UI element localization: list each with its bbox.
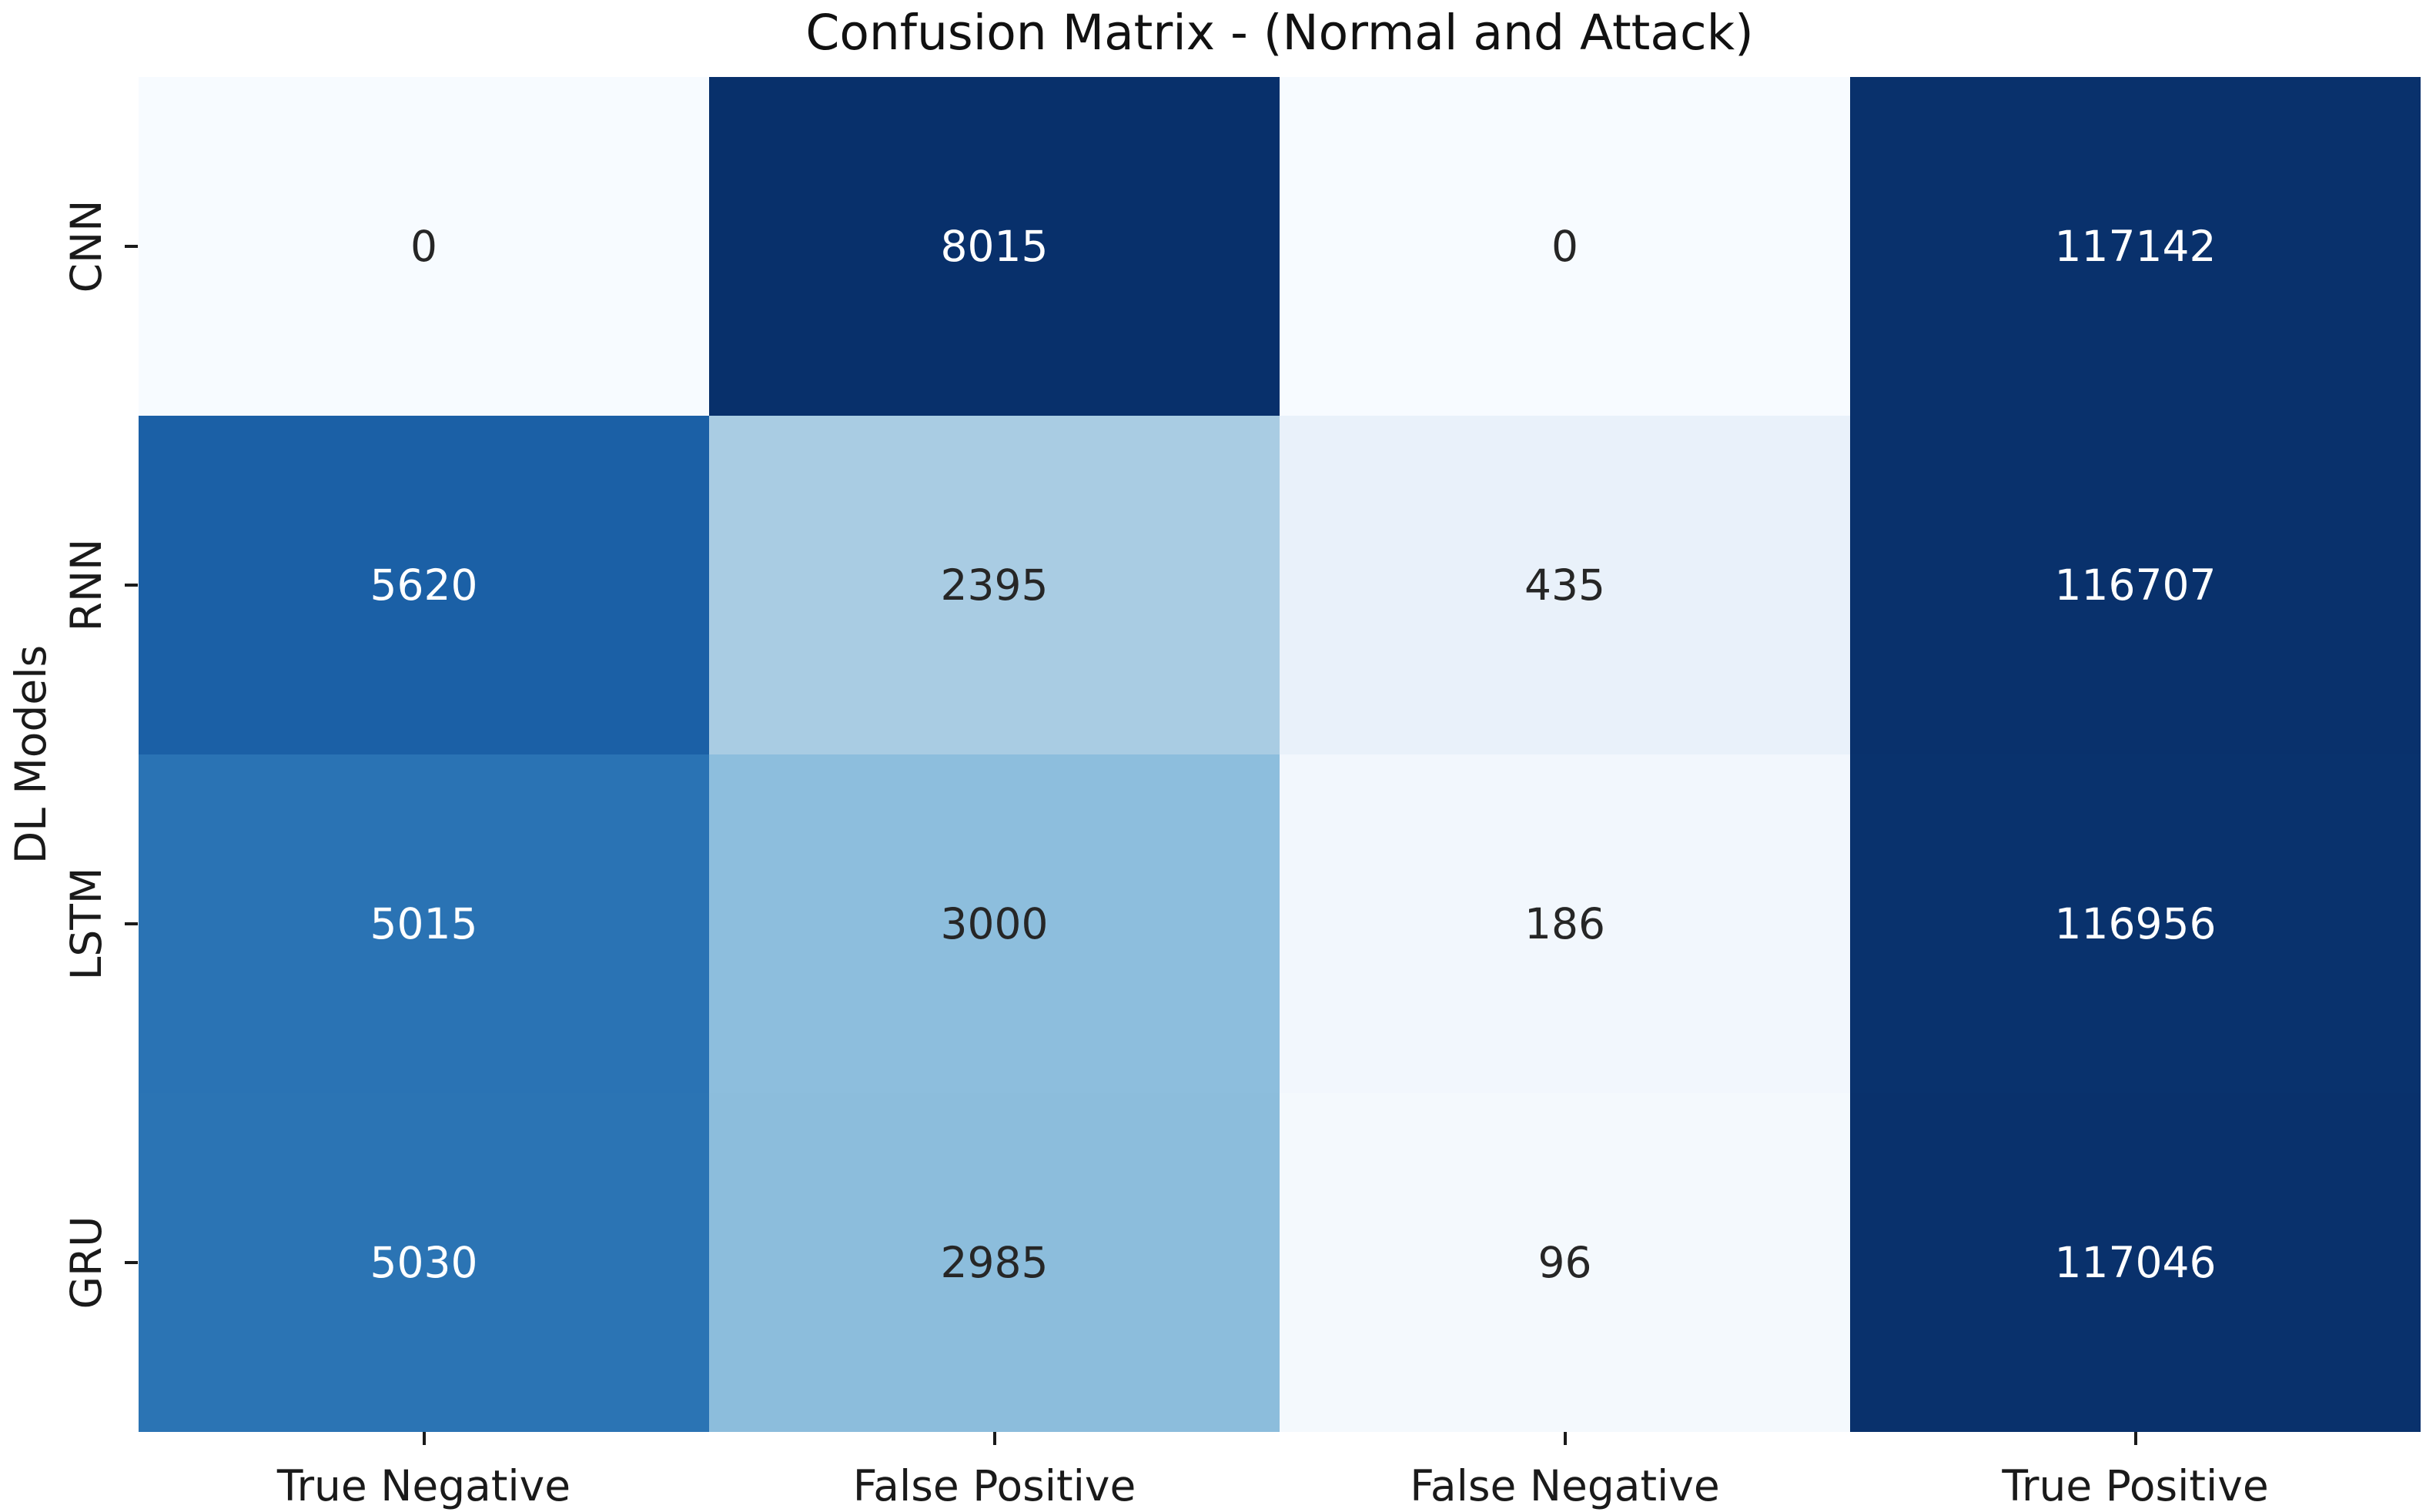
cell-value: 435 xyxy=(1524,560,1605,610)
y-tick-mark xyxy=(125,1261,138,1264)
cell-value: 2395 xyxy=(940,560,1049,610)
cell-value: 96 xyxy=(1538,1237,1592,1287)
cell-value: 5015 xyxy=(370,898,478,948)
y-tick-label-rnn: RNN xyxy=(62,538,111,632)
cell-value: 5030 xyxy=(370,1237,478,1287)
y-tick-mark xyxy=(125,922,138,925)
x-tick-label-true-positive: True Positive xyxy=(2002,1461,2269,1510)
y-axis-label: DL Models xyxy=(6,644,55,865)
x-tick-label-false-negative: False Negative xyxy=(1410,1461,1720,1510)
heatmap-cell-cnn-2: 8015 xyxy=(709,77,1280,416)
chart-title: Confusion Matrix - (Normal and Attack) xyxy=(805,5,1754,61)
y-tick-mark xyxy=(125,584,138,587)
cell-value: 3000 xyxy=(940,898,1049,948)
heatmap-cell-rnn-3: 435 xyxy=(1280,416,1850,754)
x-tick-label-false-positive: False Positive xyxy=(852,1461,1136,1510)
heatmap-cell-lstm-2: 3000 xyxy=(709,754,1280,1093)
y-tick-label-lstm: LSTM xyxy=(62,867,111,981)
cell-value: 117142 xyxy=(2054,221,2217,271)
cell-value: 8015 xyxy=(940,221,1049,271)
heatmap-cell-cnn-3: 0 xyxy=(1280,77,1850,416)
cell-value: 117046 xyxy=(2054,1237,2217,1287)
heatmap-cell-cnn-4: 117142 xyxy=(1850,77,2421,416)
heatmap-cell-lstm-3: 186 xyxy=(1280,754,1850,1093)
cell-value: 186 xyxy=(1524,898,1605,948)
x-tick-mark xyxy=(2133,1432,2137,1445)
x-tick-label-true-negative: True Negative xyxy=(276,1461,571,1510)
heatmap-cell-lstm-4: 116956 xyxy=(1850,754,2421,1093)
x-tick-mark xyxy=(422,1432,426,1445)
cell-value: 116956 xyxy=(2054,898,2217,948)
heatmap-cell-gru-4: 117046 xyxy=(1850,1093,2421,1432)
heatmap-cell-rnn-1: 5620 xyxy=(139,416,709,754)
heatmap-cell-rnn-4: 116707 xyxy=(1850,416,2421,754)
cell-value: 0 xyxy=(1551,221,1578,271)
y-tick-mark xyxy=(125,245,138,248)
heatmap-cell-gru-2: 2985 xyxy=(709,1093,1280,1432)
cell-value: 116707 xyxy=(2054,560,2217,610)
x-tick-mark xyxy=(1563,1432,1567,1445)
heatmap-cell-gru-1: 5030 xyxy=(139,1093,709,1432)
cell-value: 2985 xyxy=(940,1237,1049,1287)
heatmap-grid: 0 8015 0 117142 5620 2395 435 116707 5015 3000 186… xyxy=(139,77,2421,1432)
y-tick-label-cnn: CNN xyxy=(62,199,111,293)
y-tick-label-gru: GRU xyxy=(62,1216,111,1310)
heatmap-cell-lstm-1: 5015 xyxy=(139,754,709,1093)
heatmap-cell-gru-3: 96 xyxy=(1280,1093,1850,1432)
heatmap-cell-cnn-1: 0 xyxy=(139,77,709,416)
cell-value: 5620 xyxy=(370,560,478,610)
cell-value: 0 xyxy=(410,221,437,271)
x-tick-mark xyxy=(992,1432,996,1445)
heatmap-cell-rnn-2: 2395 xyxy=(709,416,1280,754)
